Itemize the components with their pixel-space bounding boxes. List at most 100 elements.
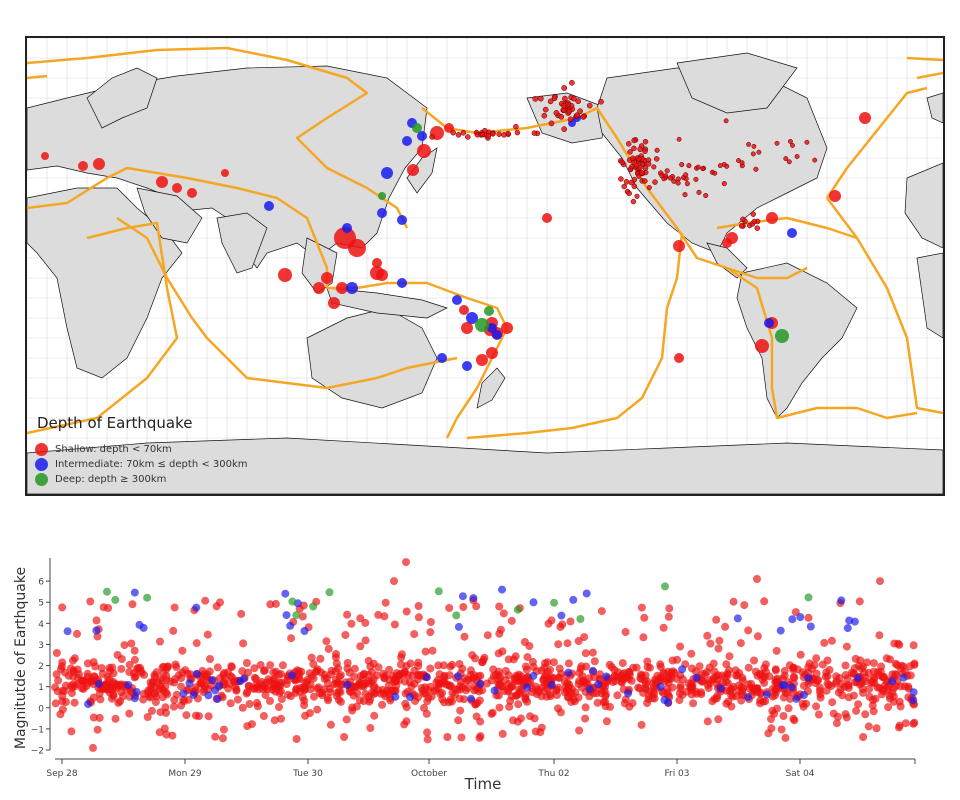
shallow-quake-point[interactable]: [546, 692, 555, 701]
shallow-quake-point[interactable]: [558, 620, 567, 629]
map-earthquake-marker[interactable]: [774, 140, 780, 146]
shallow-quake-point[interactable]: [893, 661, 902, 670]
shallow-quake-point[interactable]: [869, 659, 878, 668]
shallow-quake-point[interactable]: [111, 714, 120, 723]
shallow-quake-point[interactable]: [192, 639, 201, 648]
shallow-quake-point[interactable]: [870, 667, 878, 676]
shallow-quake-point[interactable]: [519, 729, 528, 738]
map-earthquake-marker[interactable]: [766, 212, 778, 224]
intermediate-quake-point[interactable]: [733, 614, 742, 623]
shallow-quake-point[interactable]: [710, 667, 719, 676]
shallow-quake-point[interactable]: [514, 700, 523, 709]
shallow-quake-point[interactable]: [665, 604, 674, 613]
shallow-quake-point[interactable]: [92, 616, 101, 625]
shallow-quake-point[interactable]: [884, 703, 893, 712]
intermediate-quake-point[interactable]: [678, 665, 687, 674]
shallow-quake-point[interactable]: [563, 639, 572, 648]
shallow-quake-point[interactable]: [712, 694, 721, 703]
shallow-quake-point[interactable]: [392, 677, 400, 686]
shallow-quake-point[interactable]: [844, 693, 853, 702]
shallow-quake-point[interactable]: [277, 695, 286, 704]
map-earthquake-marker[interactable]: [684, 181, 690, 187]
shallow-quake-point[interactable]: [57, 662, 66, 671]
shallow-quake-point[interactable]: [335, 672, 344, 681]
map-earthquake-marker[interactable]: [751, 143, 757, 149]
map-earthquake-marker[interactable]: [542, 213, 552, 223]
shallow-quake-point[interactable]: [250, 664, 259, 673]
shallow-quake-point[interactable]: [540, 687, 549, 696]
map-earthquake-marker[interactable]: [465, 134, 471, 140]
intermediate-quake-point[interactable]: [529, 598, 538, 607]
shallow-quake-point[interactable]: [581, 714, 590, 723]
shallow-quake-point[interactable]: [804, 679, 813, 688]
shallow-quake-point[interactable]: [888, 670, 897, 679]
shallow-quake-point[interactable]: [231, 683, 240, 691]
shallow-quake-point[interactable]: [864, 722, 873, 731]
shallow-quake-point[interactable]: [879, 673, 888, 682]
shallow-quake-point[interactable]: [498, 647, 507, 656]
shallow-quake-point[interactable]: [553, 691, 561, 699]
intermediate-quake-point[interactable]: [656, 682, 665, 691]
intermediate-quake-point[interactable]: [594, 680, 603, 689]
shallow-quake-point[interactable]: [168, 731, 177, 740]
shallow-quake-point[interactable]: [451, 690, 459, 699]
map-earthquake-marker[interactable]: [750, 151, 756, 157]
shallow-quake-point[interactable]: [899, 662, 908, 671]
shallow-quake-point[interactable]: [675, 689, 684, 698]
shallow-quake-point[interactable]: [414, 602, 423, 610]
map-earthquake-marker[interactable]: [654, 147, 660, 153]
shallow-quake-point[interactable]: [140, 670, 149, 679]
shallow-quake-point[interactable]: [130, 673, 139, 682]
shallow-quake-point[interactable]: [355, 696, 364, 705]
shallow-quake-point[interactable]: [601, 702, 610, 711]
shallow-quake-point[interactable]: [478, 658, 487, 666]
map-earthquake-marker[interactable]: [753, 166, 759, 172]
map-earthquake-marker[interactable]: [561, 126, 568, 132]
deep-quake-point[interactable]: [288, 597, 297, 606]
shallow-quake-point[interactable]: [879, 687, 888, 696]
shallow-quake-point[interactable]: [822, 686, 831, 695]
intermediate-quake-point[interactable]: [185, 679, 194, 688]
map-earthquake-marker[interactable]: [78, 161, 88, 171]
shallow-quake-point[interactable]: [495, 602, 504, 611]
shallow-quake-point[interactable]: [637, 720, 646, 729]
map-earthquake-marker[interactable]: [264, 201, 274, 211]
intermediate-quake-point[interactable]: [300, 627, 309, 635]
shallow-quake-point[interactable]: [410, 679, 419, 688]
shallow-quake-point[interactable]: [833, 712, 842, 721]
legend-item-intermediate[interactable]: Intermediate: 70km ≤ depth < 300km: [35, 457, 248, 472]
highlight-quake-point[interactable]: [103, 587, 111, 596]
shallow-quake-point[interactable]: [641, 671, 650, 680]
map-earthquake-marker[interactable]: [746, 141, 752, 147]
map-earthquake-marker[interactable]: [553, 110, 560, 116]
map-earthquake-marker[interactable]: [501, 132, 507, 138]
map-earthquake-marker[interactable]: [653, 156, 660, 162]
shallow-quake-point[interactable]: [563, 679, 572, 687]
shallow-quake-point[interactable]: [170, 678, 179, 687]
map-earthquake-marker[interactable]: [541, 112, 548, 119]
intermediate-quake-point[interactable]: [787, 683, 796, 692]
shallow-quake-point[interactable]: [779, 712, 788, 720]
map-earthquake-marker[interactable]: [459, 305, 469, 315]
intermediate-quake-point[interactable]: [588, 666, 597, 675]
map-earthquake-marker[interactable]: [437, 353, 447, 363]
map-earthquake-marker[interactable]: [348, 239, 366, 257]
shallow-quake-point[interactable]: [639, 688, 648, 697]
map-earthquake-marker[interactable]: [397, 278, 407, 288]
shallow-quake-point[interactable]: [348, 703, 357, 712]
shallow-quake-point[interactable]: [370, 711, 379, 720]
shallow-quake-point[interactable]: [555, 673, 564, 682]
shallow-quake-point[interactable]: [53, 687, 62, 696]
map-earthquake-marker[interactable]: [278, 268, 292, 282]
shallow-quake-point[interactable]: [211, 732, 220, 741]
map-earthquake-marker[interactable]: [625, 141, 632, 147]
deep-quake-point[interactable]: [292, 611, 301, 620]
intermediate-quake-point[interactable]: [343, 680, 352, 689]
map-earthquake-marker[interactable]: [490, 131, 496, 137]
intermediate-quake-point[interactable]: [192, 669, 201, 678]
map-earthquake-marker[interactable]: [412, 123, 422, 133]
highlight-quake-point[interactable]: [498, 585, 506, 594]
shallow-quake-point[interactable]: [844, 681, 853, 690]
shallow-quake-point[interactable]: [259, 681, 268, 690]
shallow-quake-point[interactable]: [605, 660, 614, 669]
